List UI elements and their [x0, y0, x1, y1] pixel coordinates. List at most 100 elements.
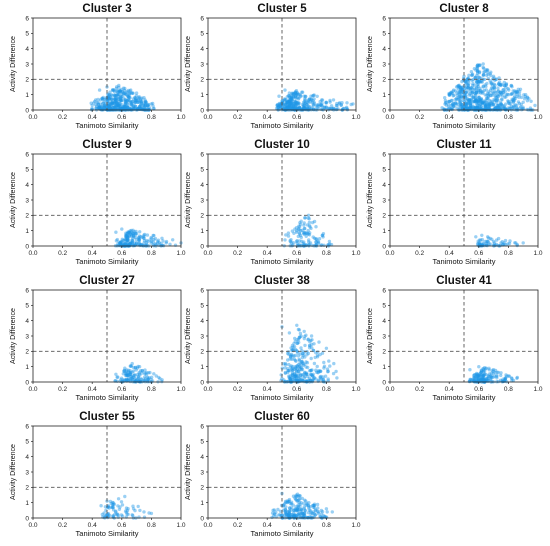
data-point — [112, 88, 116, 92]
data-point — [122, 369, 126, 373]
data-point — [125, 373, 130, 377]
data-point — [305, 502, 309, 507]
data-point — [302, 514, 307, 518]
data-point — [484, 100, 488, 104]
data-point — [284, 363, 288, 367]
data-point — [124, 238, 128, 242]
data-point — [124, 241, 128, 246]
data-point — [463, 101, 468, 106]
data-point — [294, 239, 299, 244]
data-point — [320, 104, 324, 108]
data-point — [302, 105, 306, 110]
data-point — [316, 239, 320, 243]
data-point — [288, 506, 292, 510]
data-point — [94, 106, 98, 111]
y-tick-label: 4 — [25, 454, 29, 461]
data-point — [147, 379, 152, 384]
data-point — [142, 378, 147, 383]
data-point — [299, 508, 304, 512]
data-point — [137, 241, 142, 245]
data-point — [501, 88, 505, 92]
data-point — [286, 234, 291, 238]
data-point — [490, 237, 494, 241]
data-point — [118, 90, 123, 94]
data-point — [450, 98, 454, 103]
data-point — [489, 373, 493, 378]
data-point — [457, 90, 461, 95]
data-point — [306, 100, 310, 105]
data-point — [330, 106, 334, 111]
data-point — [487, 368, 491, 372]
data-point — [474, 375, 478, 380]
data-point — [299, 219, 303, 223]
data-point — [511, 89, 515, 93]
data-point — [293, 507, 297, 511]
data-point — [305, 102, 309, 107]
data-point — [509, 92, 513, 96]
data-point — [315, 509, 320, 514]
data-point — [124, 92, 128, 96]
data-point — [508, 239, 512, 243]
data-point — [503, 89, 507, 93]
data-point — [485, 70, 489, 74]
data-point — [513, 241, 517, 245]
x-tick-label: 0.2 — [233, 386, 242, 393]
data-point — [287, 103, 291, 108]
data-point — [119, 98, 123, 102]
data-point — [102, 100, 106, 104]
data-point — [303, 98, 308, 102]
data-point — [294, 89, 299, 93]
data-point — [294, 100, 298, 105]
data-point — [125, 377, 129, 382]
data-point — [460, 103, 464, 107]
data-point — [100, 512, 105, 517]
y-tick-label: 2 — [25, 213, 29, 220]
data-point — [306, 503, 311, 508]
data-point — [130, 513, 134, 517]
data-point — [321, 378, 325, 382]
data-point — [485, 377, 489, 382]
data-point — [465, 105, 469, 109]
data-point — [158, 377, 162, 381]
data-point — [288, 99, 292, 104]
data-points — [99, 494, 154, 520]
data-point — [517, 93, 522, 97]
data-point — [475, 106, 479, 110]
data-point — [517, 95, 521, 99]
data-point — [495, 376, 499, 380]
data-point — [293, 379, 297, 383]
data-point — [137, 372, 142, 376]
data-point — [137, 106, 141, 111]
y-tick-label: 4 — [25, 182, 29, 189]
data-point — [108, 95, 113, 99]
scatter-chart: Cluster 410.0 0.2 0.4 0.6 0.8 1.00123456Tanim… — [367, 275, 543, 402]
data-point — [133, 373, 137, 378]
data-point — [509, 99, 514, 103]
data-point — [106, 103, 111, 108]
data-point — [290, 367, 294, 371]
data-point — [496, 103, 501, 108]
data-point — [297, 371, 301, 375]
data-point — [291, 515, 296, 519]
data-point — [298, 335, 302, 339]
data-point — [506, 86, 510, 91]
data-point — [288, 103, 292, 107]
data-point — [286, 370, 290, 375]
data-point — [310, 342, 314, 347]
data-point — [469, 97, 474, 101]
data-point — [489, 70, 493, 74]
data-point — [489, 86, 494, 90]
data-point — [132, 375, 136, 380]
data-point — [488, 236, 492, 241]
data-point — [308, 344, 312, 348]
data-point — [508, 106, 512, 110]
data-point — [129, 364, 133, 368]
data-point — [447, 93, 452, 98]
data-point — [307, 105, 311, 110]
data-point — [130, 238, 134, 242]
data-point — [101, 95, 106, 100]
data-point — [284, 505, 288, 509]
data-point — [477, 63, 481, 68]
y-tick-label: 4 — [25, 318, 29, 325]
data-point — [307, 504, 311, 508]
